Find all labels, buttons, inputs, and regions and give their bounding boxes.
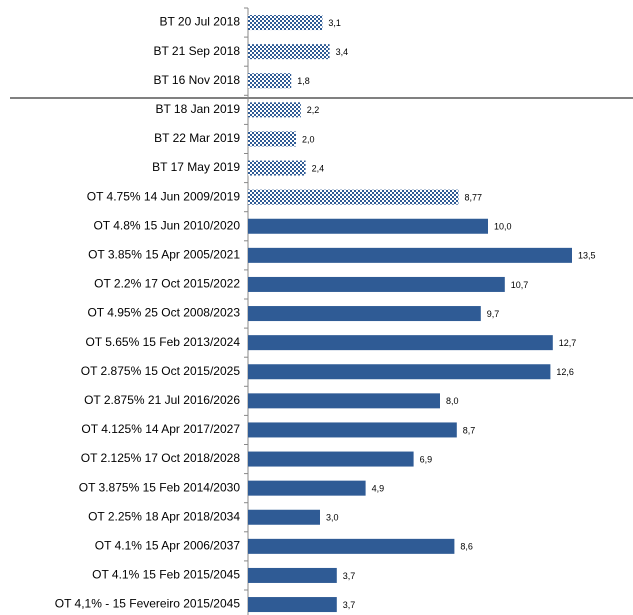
value-label: 3,1 bbox=[328, 18, 341, 28]
category-label: BT 16 Nov 2018 bbox=[153, 73, 240, 87]
value-label: 4,9 bbox=[372, 484, 385, 494]
bar bbox=[248, 509, 320, 525]
category-label: OT 2.875% 21 Jul 2016/2026 bbox=[84, 393, 240, 407]
value-label: 8,6 bbox=[460, 542, 473, 552]
bar bbox=[248, 102, 301, 118]
category-label: OT 5.65% 15 Feb 2013/2024 bbox=[85, 335, 240, 349]
bar bbox=[248, 567, 337, 583]
category-label: OT 4,1% - 15 Fevereiro 2015/2045 bbox=[55, 597, 241, 611]
value-label: 2,4 bbox=[312, 163, 325, 173]
category-label: OT 2.2% 17 Oct 2015/2022 bbox=[94, 277, 240, 291]
category-label: OT 2.25% 18 Apr 2018/2034 bbox=[88, 509, 240, 523]
value-label: 12,6 bbox=[556, 367, 574, 377]
category-label: BT 20 Jul 2018 bbox=[159, 15, 240, 29]
value-label: 10,0 bbox=[494, 222, 512, 232]
value-label: 9,7 bbox=[487, 309, 500, 319]
category-label: OT 4.95% 25 Oct 2008/2023 bbox=[87, 306, 240, 320]
category-label: OT 4.1% 15 Feb 2015/2045 bbox=[92, 568, 240, 582]
category-label: OT 4.125% 14 Apr 2017/2027 bbox=[81, 422, 240, 436]
category-label: OT 2.125% 17 Oct 2018/2028 bbox=[81, 451, 241, 465]
value-label: 8,77 bbox=[464, 193, 482, 203]
value-label: 13,5 bbox=[578, 251, 596, 261]
bar bbox=[248, 364, 551, 380]
category-label: OT 3.85% 15 Apr 2005/2021 bbox=[88, 248, 240, 262]
value-label: 3,0 bbox=[326, 513, 339, 523]
bar bbox=[248, 247, 572, 263]
category-label: OT 4.1% 15 Apr 2006/2037 bbox=[95, 539, 241, 553]
value-label: 3,7 bbox=[343, 571, 356, 581]
category-label: BT 22 Mar 2019 bbox=[154, 131, 240, 145]
value-label: 10,7 bbox=[511, 280, 529, 290]
category-label: OT 4.8% 15 Jun 2010/2020 bbox=[93, 218, 240, 232]
bar bbox=[248, 393, 440, 409]
bar bbox=[248, 451, 414, 467]
category-label: BT 17 May 2019 bbox=[152, 160, 240, 174]
value-label: 2,2 bbox=[307, 105, 320, 115]
category-label: BT 18 Jan 2019 bbox=[155, 102, 240, 116]
bar bbox=[248, 189, 459, 205]
bar bbox=[248, 73, 292, 89]
value-label: 6,9 bbox=[420, 454, 433, 464]
value-label: 3,4 bbox=[336, 47, 349, 57]
bar bbox=[248, 218, 488, 234]
value-label: 3,7 bbox=[343, 600, 356, 610]
category-label: BT 21 Sep 2018 bbox=[153, 44, 240, 58]
category-label: OT 4.75% 14 Jun 2009/2019 bbox=[87, 189, 241, 203]
category-label: OT 3.875% 15 Feb 2014/2030 bbox=[79, 480, 241, 494]
bar bbox=[248, 538, 455, 554]
bar bbox=[248, 160, 306, 176]
bar bbox=[248, 131, 296, 147]
bar bbox=[248, 597, 337, 613]
bar bbox=[248, 44, 330, 60]
value-label: 12,7 bbox=[559, 338, 577, 348]
bar bbox=[248, 276, 505, 292]
category-label: OT 2.875% 15 Oct 2015/2025 bbox=[81, 364, 241, 378]
value-label: 2,0 bbox=[302, 134, 315, 144]
bar bbox=[248, 306, 481, 322]
value-label: 1,8 bbox=[297, 76, 310, 86]
bar bbox=[248, 15, 323, 31]
bar bbox=[248, 335, 553, 351]
bar bbox=[248, 422, 457, 438]
value-label: 8,0 bbox=[446, 396, 459, 406]
bar bbox=[248, 480, 366, 496]
value-label: 8,7 bbox=[463, 425, 476, 435]
